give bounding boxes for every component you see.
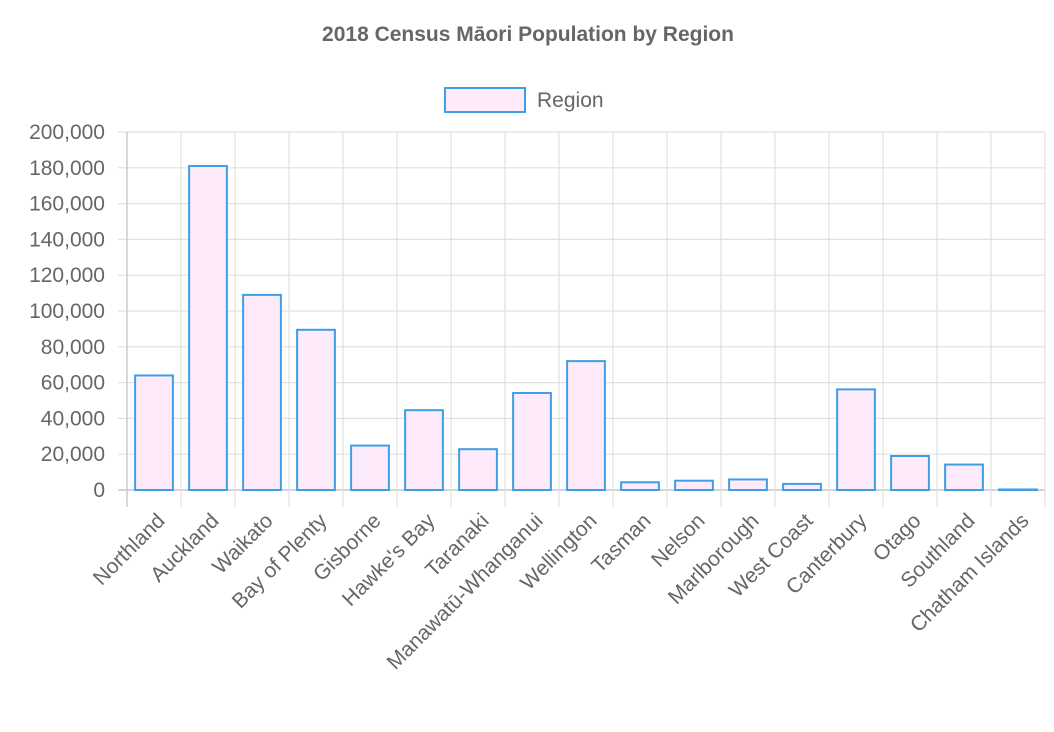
y-tick-label: 80,000 — [41, 336, 105, 359]
bar-auckland[interactable] — [188, 165, 228, 491]
bar-tasman[interactable] — [620, 481, 660, 492]
y-tick-label: 100,000 — [29, 300, 105, 323]
bar-waikato[interactable] — [242, 293, 282, 492]
x-tick-label: Tasman — [587, 509, 655, 577]
bar-chatham-islands[interactable] — [998, 488, 1038, 492]
bars — [134, 165, 1038, 492]
bar-gisborne[interactable] — [350, 444, 390, 491]
bar-northland[interactable] — [134, 374, 174, 491]
y-tick-label: 200,000 — [29, 121, 105, 144]
y-tick-label: 140,000 — [29, 228, 105, 251]
y-tick-label: 40,000 — [41, 407, 105, 430]
bar-canterbury[interactable] — [836, 388, 876, 492]
bar-taranaki[interactable] — [458, 448, 498, 491]
chart-title: 2018 Census Māori Population by Region — [322, 23, 734, 46]
legend-label: Region — [537, 89, 604, 112]
bar-west-coast[interactable] — [782, 482, 822, 492]
bar-otago[interactable] — [890, 454, 930, 491]
bar-southland[interactable] — [944, 463, 984, 491]
bar-bay-of-plenty[interactable] — [296, 328, 336, 492]
y-tick-label: 0 — [93, 479, 105, 502]
bar-wellington[interactable] — [566, 360, 606, 491]
y-tick-label: 60,000 — [41, 372, 105, 395]
legend-swatch — [444, 87, 526, 113]
y-tick-label: 120,000 — [29, 264, 105, 287]
bar-marlborough[interactable] — [728, 478, 768, 491]
bar-hawke-s-bay[interactable] — [404, 409, 444, 491]
y-tick-label: 180,000 — [29, 157, 105, 180]
bar-manawat-whanganui[interactable] — [512, 391, 552, 491]
legend[interactable]: Region — [444, 87, 604, 113]
bar-nelson[interactable] — [674, 479, 714, 491]
y-tick-label: 160,000 — [29, 193, 105, 216]
y-tick-label: 20,000 — [41, 443, 105, 466]
y-axis-ticks: 0 20,000 40,000 60,000 80,000 100,000 120,000 1… — [29, 121, 105, 502]
